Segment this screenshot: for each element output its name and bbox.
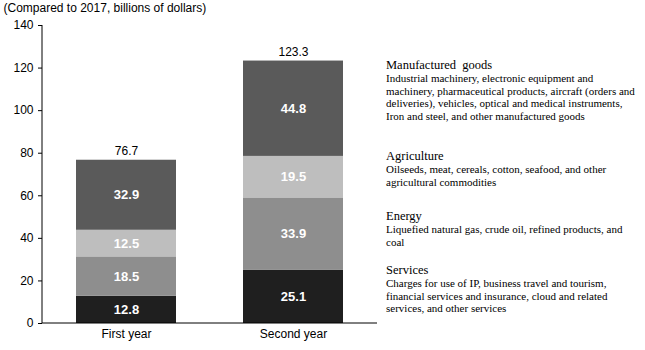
svg-text:32.9: 32.9 — [114, 187, 139, 202]
svg-text:40: 40 — [20, 231, 34, 245]
html-text:Services: Services — [386, 263, 429, 277]
svg-text:First year: First year — [101, 327, 151, 341]
svg-text:20: 20 — [20, 274, 34, 288]
svg-text:76.7: 76.7 — [115, 144, 139, 158]
svg-text:18.5: 18.5 — [114, 269, 139, 284]
svg-text:100: 100 — [13, 103, 33, 117]
svg-text:0: 0 — [27, 316, 34, 330]
svg-text:33.9: 33.9 — [281, 226, 306, 241]
html-text:Oilseeds, meat, cereals, cotto: Oilseeds, meat, cereals, cotton, seafood… — [386, 163, 607, 188]
svg-text:Second year: Second year — [260, 327, 327, 341]
html-text:Charges for use of IP, busines: Charges for use of IP, business travel a… — [386, 277, 608, 314]
svg-text:12.8: 12.8 — [114, 302, 139, 317]
html-text:Manufactured goods: Manufactured goods — [386, 58, 493, 72]
svg-text:60: 60 — [20, 189, 34, 203]
svg-text:(Compared to 2017, billions of: (Compared to 2017, billions of dollars) — [4, 1, 207, 15]
html-text:Industrial machinery, electron: Industrial machinery, electronic equipme… — [386, 72, 635, 122]
svg-text:140: 140 — [13, 18, 33, 32]
svg-text:12.5: 12.5 — [114, 236, 139, 251]
svg-text:19.5: 19.5 — [281, 169, 306, 184]
svg-text:123.3: 123.3 — [278, 45, 308, 59]
svg-text:25.1: 25.1 — [281, 289, 306, 304]
svg-text:44.8: 44.8 — [281, 101, 306, 116]
html-text:Energy: Energy — [386, 209, 422, 223]
svg-text:120: 120 — [13, 61, 33, 75]
html-text:Agriculture: Agriculture — [386, 149, 444, 163]
html-text:Liquefied natural gas, crude o: Liquefied natural gas, crude oil, refine… — [386, 223, 623, 248]
svg-text:80: 80 — [20, 146, 34, 160]
